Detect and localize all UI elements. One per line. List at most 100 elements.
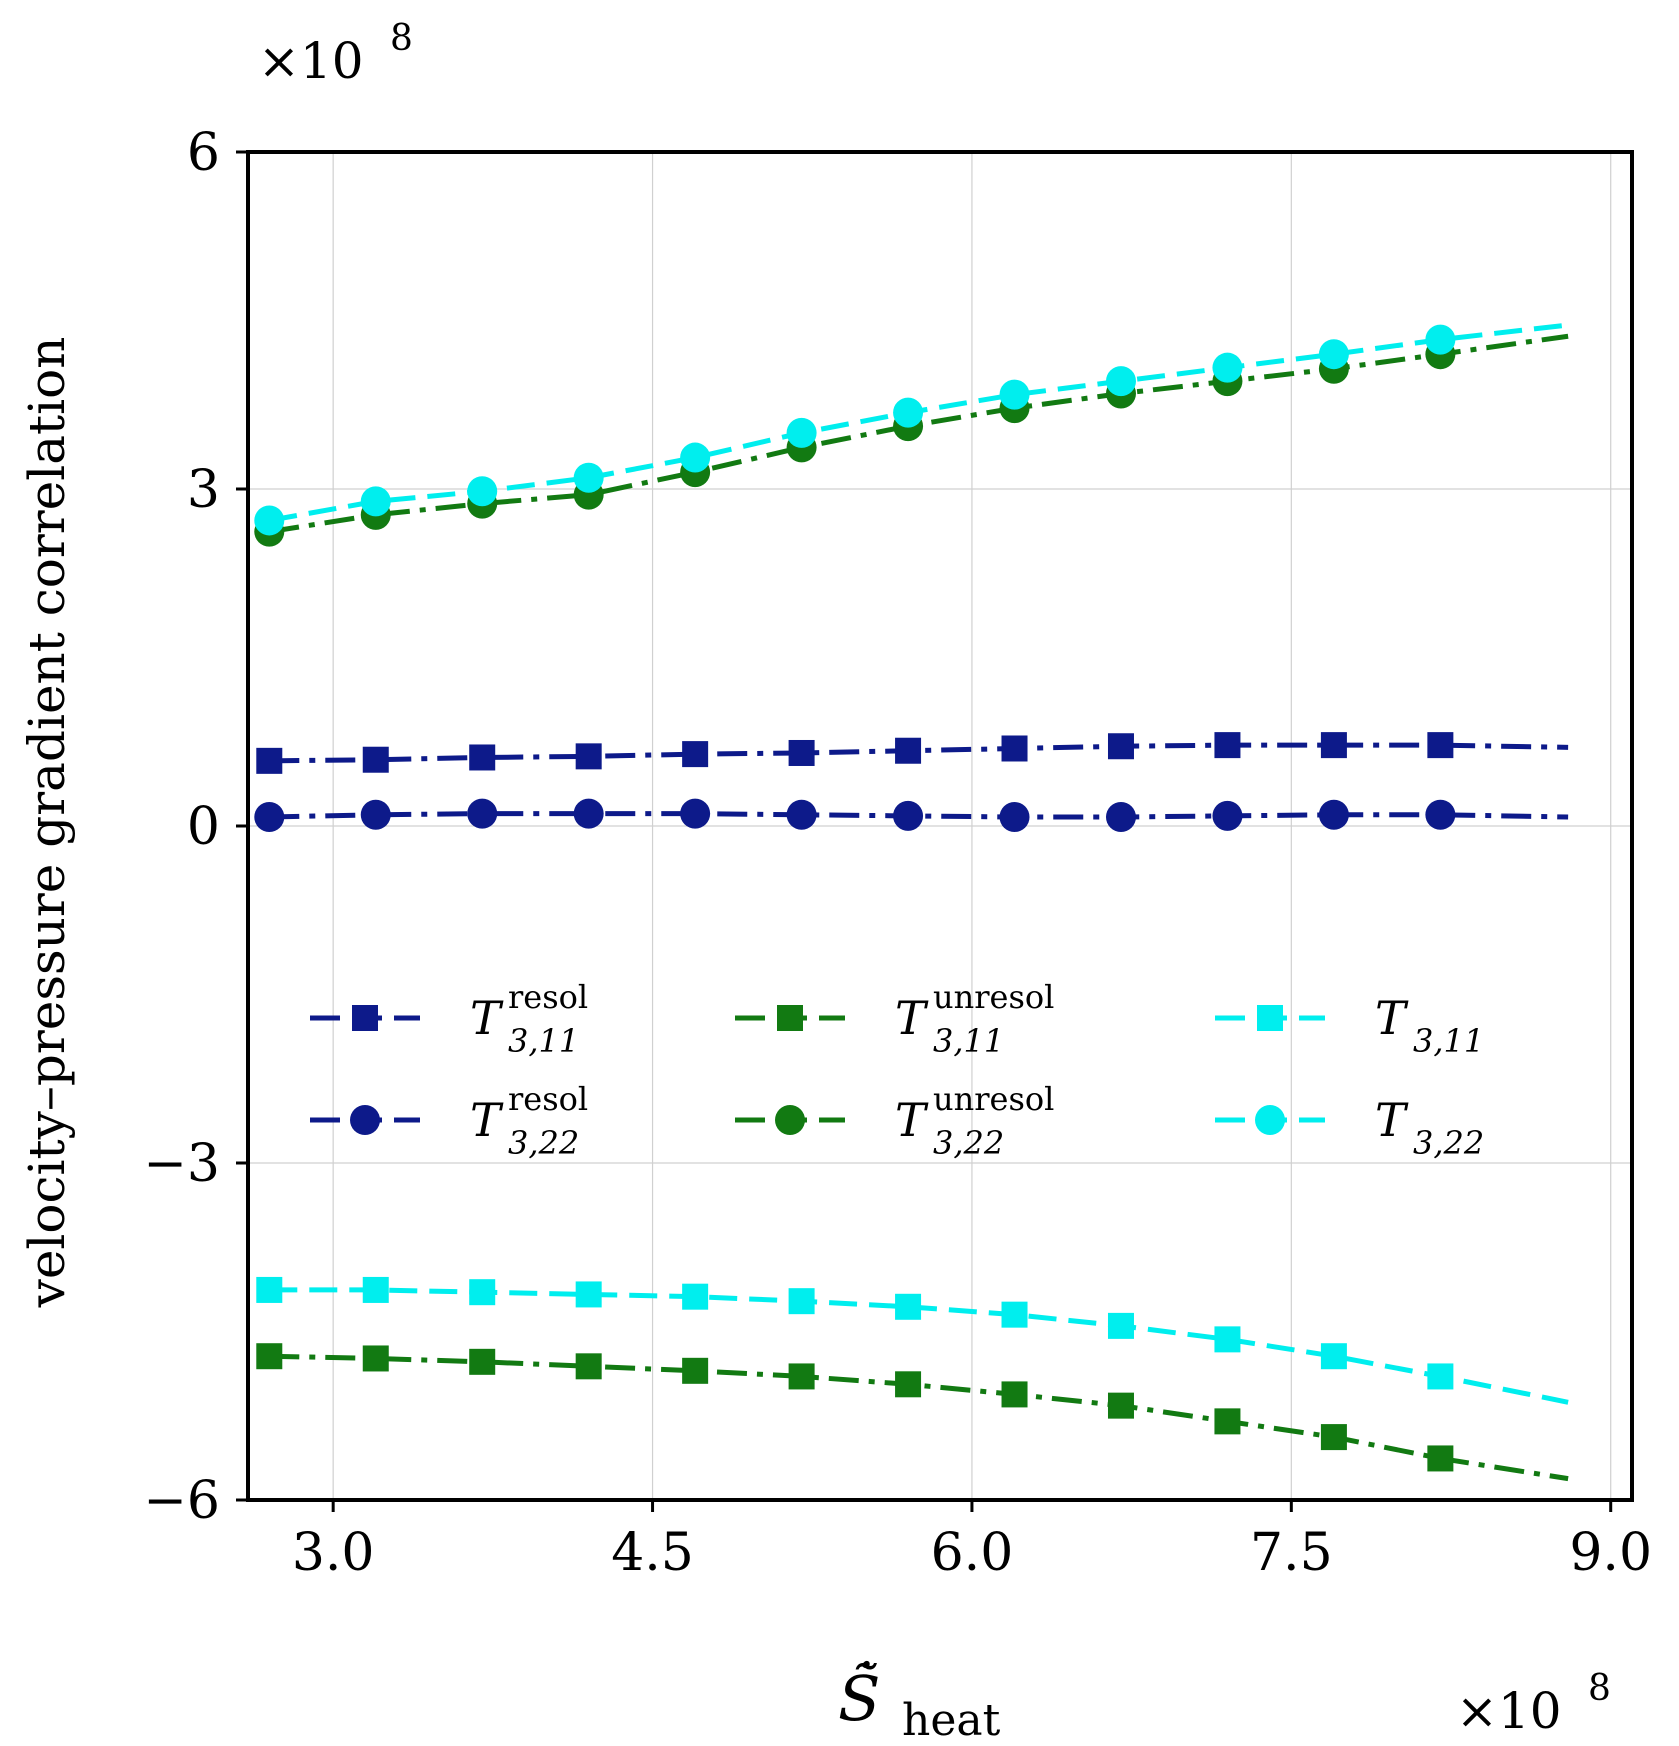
- legend-label-sub: 3,11: [508, 1022, 579, 1060]
- y-axis-multiplier: ×10 8: [258, 18, 413, 90]
- x-multiplier-text: ×10: [1456, 1682, 1562, 1740]
- legend-marker: [1255, 1105, 1285, 1135]
- y-tick-label: 0: [187, 797, 220, 857]
- data-point: [895, 1293, 922, 1320]
- legend-marker: [352, 1005, 378, 1031]
- legend-label-sup: resol: [508, 1080, 588, 1118]
- legend-label-base: T: [895, 1093, 929, 1147]
- legend-marker: [777, 1005, 803, 1031]
- legend-label-base: T: [1375, 991, 1409, 1045]
- y-tick-label: 6: [187, 123, 220, 183]
- data-point: [360, 486, 391, 517]
- data-point: [1320, 1424, 1347, 1451]
- data-point: [256, 1276, 283, 1303]
- data-point: [362, 1276, 389, 1303]
- data-point: [469, 744, 496, 771]
- data-point: [1214, 1326, 1241, 1353]
- x-tick-label: 9.0: [1569, 1523, 1652, 1583]
- data-point: [999, 802, 1030, 833]
- data-point: [1425, 324, 1456, 355]
- series-3: [254, 333, 1569, 547]
- data-point: [682, 741, 709, 768]
- data-point: [895, 1371, 922, 1398]
- data-point: [573, 462, 604, 493]
- data-point: [1107, 1392, 1134, 1419]
- data-point: [788, 1288, 815, 1315]
- legend-label-base: T: [470, 991, 504, 1045]
- data-point: [467, 476, 498, 507]
- data-point: [254, 802, 285, 833]
- data-point: [786, 417, 817, 448]
- series-2: [256, 1343, 1569, 1482]
- series-0: [256, 732, 1569, 774]
- data-point: [786, 799, 817, 830]
- data-point: [362, 1345, 389, 1372]
- data-point: [1107, 1312, 1134, 1339]
- legend-label-base: T: [895, 991, 929, 1045]
- series-1: [254, 798, 1569, 833]
- data-point: [360, 799, 391, 830]
- legend-label-sub: 3,22: [1413, 1124, 1484, 1162]
- data-point: [1212, 352, 1243, 383]
- legend-item: T 3,22: [1215, 1093, 1484, 1162]
- data-point: [788, 1363, 815, 1390]
- data-point: [573, 798, 604, 829]
- data-point: [893, 800, 924, 831]
- y-multiplier-text: ×10: [258, 32, 364, 90]
- data-point: [1105, 366, 1136, 397]
- data-point: [1001, 1381, 1028, 1408]
- legend-label-sub: 3,22: [933, 1124, 1004, 1162]
- x-label-sub: heat: [902, 1695, 1001, 1746]
- data-point: [575, 1353, 602, 1380]
- data-point: [469, 1348, 496, 1375]
- legend-label-sub: 3,11: [1413, 1022, 1484, 1060]
- y-tick-label: −3: [143, 1134, 220, 1194]
- x-axis-label: S̃̇ heat: [838, 1661, 1001, 1746]
- y-multiplier-exp: 8: [390, 18, 413, 59]
- data-point: [1212, 800, 1243, 831]
- data-point: [999, 379, 1030, 410]
- data-point: [893, 397, 924, 428]
- x-label-main: S̃̇: [838, 1661, 880, 1735]
- data-point: [1318, 339, 1349, 370]
- data-point: [1001, 1301, 1028, 1328]
- legend-label-sup: resol: [508, 978, 588, 1016]
- data-point: [1427, 1445, 1454, 1472]
- data-point: [895, 737, 922, 764]
- data-point: [788, 739, 815, 766]
- data-point: [254, 505, 285, 536]
- legend-label-sup: unresol: [933, 978, 1054, 1016]
- y-axis-label: velocity–pressure gradient correlation: [18, 337, 76, 1309]
- x-axis-multiplier: ×10 8: [1456, 1668, 1611, 1740]
- data-point: [575, 743, 602, 770]
- data-point: [362, 746, 389, 773]
- x-tick-label: 4.5: [611, 1523, 694, 1583]
- x-tick-label: 7.5: [1250, 1523, 1333, 1583]
- data-point: [467, 798, 498, 829]
- data-point: [469, 1279, 496, 1306]
- data-point: [1001, 735, 1028, 762]
- data-point: [1320, 732, 1347, 759]
- data-point: [680, 798, 711, 829]
- data-point: [1105, 802, 1136, 833]
- data-point: [1214, 732, 1241, 759]
- legend-marker: [1257, 1005, 1283, 1031]
- data-point: [575, 1281, 602, 1308]
- data-point: [1214, 1408, 1241, 1435]
- y-tick-label: 3: [187, 460, 220, 520]
- data-point: [1425, 799, 1456, 830]
- legend-label-sup: unresol: [933, 1080, 1054, 1118]
- data-point: [1107, 733, 1134, 760]
- legend-item: T 3,11: [1215, 991, 1484, 1060]
- y-tick-label: −6: [143, 1471, 220, 1531]
- legend-label-base: T: [470, 1093, 504, 1147]
- legend-label-sub: 3,11: [933, 1022, 1004, 1060]
- data-point: [1320, 1343, 1347, 1370]
- data-point: [1427, 732, 1454, 759]
- data-point: [682, 1283, 709, 1310]
